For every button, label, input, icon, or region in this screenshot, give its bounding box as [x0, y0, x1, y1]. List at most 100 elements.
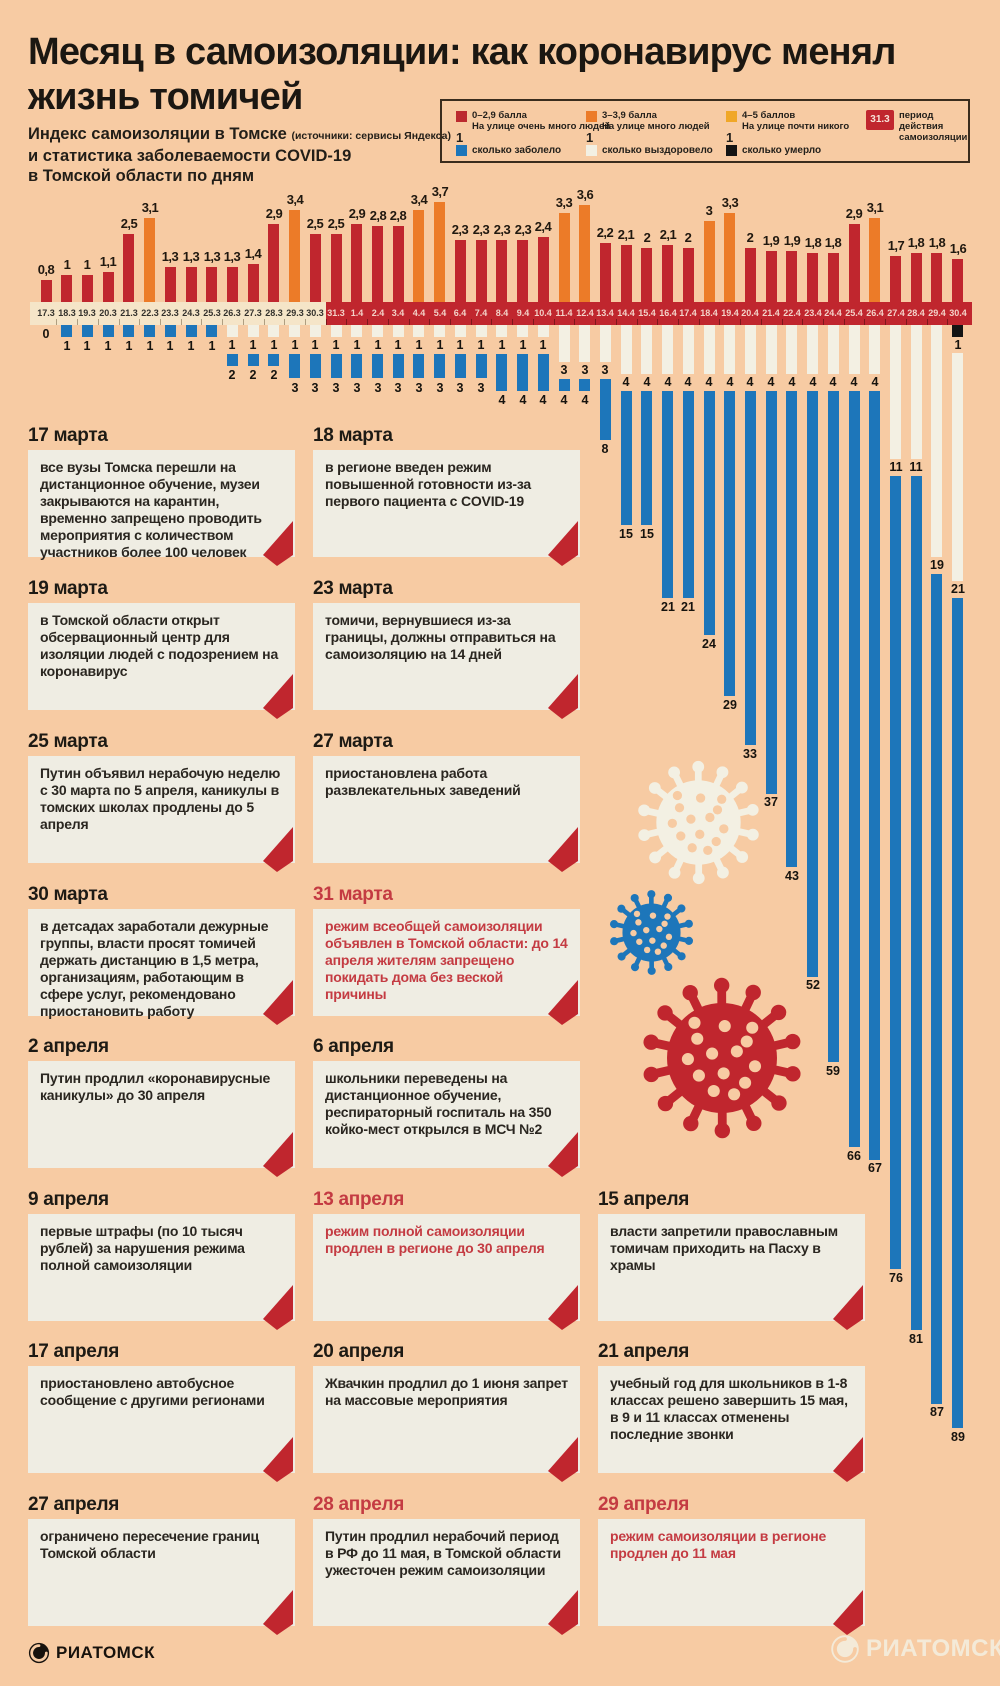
index-bar — [289, 210, 300, 302]
date-label: 26.3 — [223, 308, 241, 318]
date-label: 28.3 — [265, 308, 283, 318]
date-label: 6.4 — [453, 308, 467, 318]
event-date-title: 27 марта — [313, 731, 393, 752]
recovered-count-label: 4 — [746, 375, 754, 389]
recovered-bar — [538, 325, 549, 337]
recovered-count-label: 1 — [498, 338, 506, 352]
axis-tick — [388, 319, 389, 325]
event-text: в регионе введен режим повышенной готовн… — [325, 459, 532, 509]
brand-text: РИАТОМСК — [56, 1643, 155, 1662]
infected-bar — [786, 391, 797, 867]
infected-count-label: 52 — [806, 978, 820, 992]
axis-tick — [56, 319, 57, 325]
index-bar — [434, 202, 445, 302]
recovered-count-label: 1 — [519, 338, 527, 352]
index-value-label: 1,9 — [783, 233, 801, 248]
index-value-label: 1,1 — [99, 254, 117, 269]
event-date-title: 23 марта — [313, 578, 393, 599]
date-label: 21.4 — [762, 308, 780, 318]
folded-corner-icon — [833, 1437, 863, 1482]
recovered-count-label: 1 — [228, 338, 236, 352]
axis-tick — [201, 319, 202, 325]
legend-desc: самоизоляции — [899, 132, 968, 143]
recovered-bar — [434, 325, 445, 337]
infected-bar — [165, 325, 176, 337]
index-low-swatch-icon — [456, 111, 467, 122]
infected-bar — [911, 476, 922, 1330]
axis-tick — [367, 319, 368, 325]
axis-tick — [450, 319, 451, 325]
infected-bar — [931, 574, 942, 1404]
died-bar — [952, 325, 963, 337]
infected-bar — [123, 325, 134, 337]
infected-bar — [227, 354, 238, 366]
legend-item-infected: 1 сколько заболело — [456, 131, 561, 156]
legend: 0–2,9 балла На улице очень много людей 3… — [440, 99, 970, 163]
axis-tick — [284, 319, 285, 325]
recovered-bar — [786, 325, 797, 374]
folded-corner-icon — [548, 674, 578, 719]
legend-item-index-mid: 3–3,9 балла На улице много людей — [586, 110, 710, 132]
infected-bar — [704, 391, 715, 635]
index-value-label: 2,8 — [389, 208, 407, 223]
index-bar — [890, 256, 901, 302]
event-card: приостановлено автобусное сообщение с др… — [28, 1366, 295, 1482]
recovered-bar — [704, 325, 715, 374]
index-value-label: 1,9 — [762, 233, 780, 248]
axis-tick — [160, 319, 161, 325]
date-label: 7.4 — [474, 308, 488, 318]
event-text: в детсадах заработали дежурные группы, в… — [40, 918, 269, 1019]
recovered-count-label: 3 — [601, 363, 609, 377]
event-card: учебный год для школьников в 1-8 классах… — [598, 1366, 865, 1482]
date-label: 2.4 — [371, 308, 385, 318]
recovered-bar — [496, 325, 507, 337]
infected-bar — [952, 598, 963, 1428]
recovered-count-label: 1 — [477, 338, 485, 352]
infected-count-label: 3 — [374, 381, 382, 395]
index-value-label: 1,6 — [949, 241, 967, 256]
legend-item-recovered: 1 сколько выздоровело — [586, 131, 713, 156]
infected-count-label: 2 — [249, 368, 257, 382]
index-bar — [123, 234, 134, 302]
date-label: 4.4 — [412, 308, 426, 318]
legend-label: сколько выздоровело — [602, 145, 713, 156]
event-text: учебный год для школьников в 1-8 классах… — [610, 1375, 848, 1442]
index-value-label: 2,5 — [327, 216, 345, 231]
date-label: 28.4 — [907, 308, 925, 318]
axis-tick — [927, 319, 928, 325]
infected-bar — [82, 325, 93, 337]
page-title: Месяц в самоизоляции: как коронавирус ме… — [28, 30, 958, 120]
date-label: 27.4 — [887, 308, 905, 318]
event-text: власти запретили православным томичам пр… — [610, 1223, 838, 1273]
index-bar — [82, 275, 93, 302]
date-label: 22.4 — [783, 308, 801, 318]
index-bar — [683, 248, 694, 302]
axis-tick — [77, 319, 78, 325]
infected-count-label: 4 — [539, 393, 547, 407]
index-value-label: 1,8 — [824, 235, 842, 250]
index-value-label: 3,4 — [286, 192, 304, 207]
recovered-bar — [351, 325, 362, 337]
recovered-bar — [807, 325, 818, 374]
page-title-line2: жизнь томичей — [28, 76, 303, 118]
axis-tick — [181, 319, 182, 325]
date-label: 15.4 — [638, 308, 656, 318]
axis-tick — [533, 319, 534, 325]
date-label: 18.4 — [700, 308, 718, 318]
virus-icon-cream — [638, 760, 759, 885]
infected-count-label: 1 — [63, 339, 71, 353]
infected-count-label: 3 — [477, 381, 485, 395]
recovered-bar — [268, 325, 279, 337]
axis-tick — [139, 319, 140, 325]
infected-count-label: 2 — [270, 368, 278, 382]
index-bar — [206, 267, 217, 302]
legend-item-index-low: 0–2,9 балла На улице очень много людей — [456, 110, 610, 132]
axis-tick — [243, 319, 244, 325]
date-label: 17.3 — [37, 308, 55, 318]
date-label: 23.3 — [161, 308, 179, 318]
infected-bar — [61, 325, 72, 337]
index-bar — [310, 234, 321, 302]
index-bar — [186, 267, 197, 302]
recovered-bar — [724, 325, 735, 374]
